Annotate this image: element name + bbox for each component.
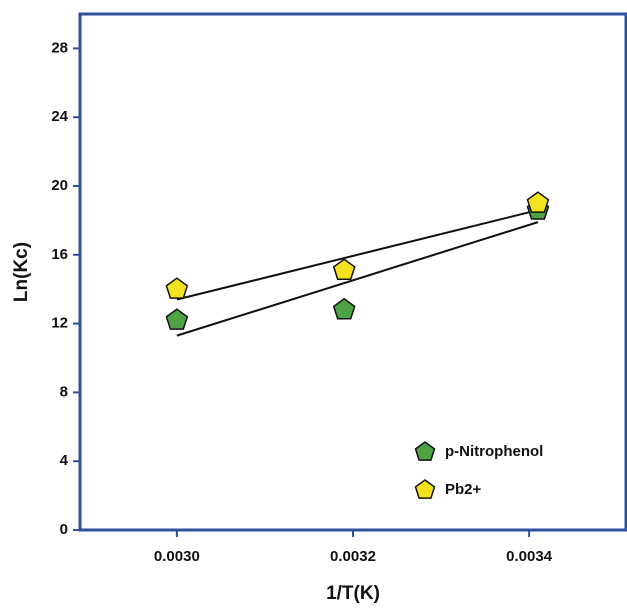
x-tick-label: 0.0030: [154, 548, 200, 565]
marker: [165, 277, 189, 299]
fit-line: [176, 209, 539, 301]
x-tick-label: 0.0032: [330, 548, 376, 565]
y-tick-label: 0: [60, 521, 68, 538]
y-tick-label: 16: [51, 246, 68, 263]
marker: [332, 297, 356, 320]
x-tick-label: 0.0034: [506, 548, 553, 565]
marker: [526, 191, 550, 213]
y-tick-label: 4: [60, 452, 69, 469]
y-tick-label: 28: [51, 39, 68, 56]
legend-label: Pb2+: [445, 481, 482, 498]
y-tick-label: 24: [51, 108, 68, 125]
y-axis-title: Ln(Kc): [11, 242, 32, 302]
legend-label: p-Nitrophenol: [445, 443, 543, 460]
fit-line: [176, 221, 539, 337]
y-tick-label: 8: [60, 383, 68, 400]
x-axis-title: 1/T(K): [326, 583, 380, 604]
marker: [165, 308, 189, 330]
legend-marker: [414, 441, 436, 461]
marker: [332, 258, 356, 280]
legend-marker: [414, 479, 436, 499]
y-tick-label: 12: [51, 315, 68, 332]
y-tick-label: 20: [51, 177, 68, 194]
